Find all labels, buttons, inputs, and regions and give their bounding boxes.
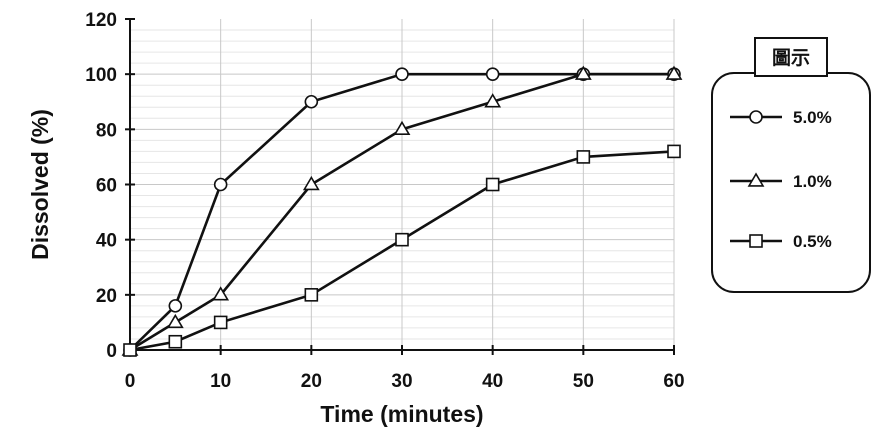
- y-tick-label: 80: [96, 120, 117, 141]
- x-axis-title: Time (minutes): [320, 401, 483, 427]
- data-point-square: [304, 288, 319, 302]
- data-point-triangle: [393, 120, 411, 136]
- x-tick-label: 0: [125, 371, 136, 392]
- data-point-triangle: [166, 313, 184, 329]
- x-tick-label: 40: [482, 371, 503, 392]
- legend-marker-triangle: [747, 172, 765, 187]
- y-tick-label: 40: [96, 231, 117, 252]
- data-point-triangle: [302, 175, 320, 191]
- series-line: [129, 72, 674, 352]
- data-point-square: [667, 144, 681, 159]
- data-point-square: [576, 150, 591, 164]
- legend-marker-circle: [749, 110, 763, 124]
- legend-box: [711, 72, 871, 293]
- legend-entry-label: 5.0%: [793, 108, 832, 127]
- legend-title: 圖示: [772, 47, 810, 69]
- data-point-circle: [395, 67, 409, 81]
- legend-marker-square: [749, 234, 763, 248]
- y-tick-label: 0: [106, 341, 117, 362]
- series-line: [129, 150, 675, 352]
- data-point-square: [485, 177, 500, 192]
- x-tick-label: 60: [663, 371, 684, 392]
- x-tick-label: 20: [301, 371, 322, 392]
- x-tick-label: 30: [391, 371, 412, 392]
- data-point-square: [168, 334, 183, 349]
- data-point-square: [395, 232, 409, 247]
- data-point-triangle: [484, 93, 502, 108]
- tick-labels: 0 20 40 60 80 100 120 0 10 20 30 40 50 60: [85, 10, 684, 392]
- x-tick-label: 50: [573, 371, 594, 392]
- data-point-triangle: [665, 65, 683, 80]
- data-point-circle: [485, 67, 500, 81]
- data-point-circle: [213, 177, 228, 192]
- x-tick-label: 10: [210, 371, 231, 392]
- legend: 圖示 5.0% 1.0% 0.5%: [711, 37, 871, 293]
- y-tick-label: 100: [85, 65, 117, 86]
- data-point-triangle: [212, 286, 230, 301]
- y-axis-title: Dissolved (%): [27, 109, 53, 260]
- y-tick-label: 120: [85, 10, 117, 31]
- series-line: [129, 72, 674, 351]
- series-lines: [121, 65, 683, 357]
- legend-title-box: [754, 37, 828, 77]
- data-point-square: [213, 315, 228, 330]
- y-tick-label: 20: [96, 286, 117, 307]
- data-point-circle: [168, 299, 183, 313]
- data-point-circle: [304, 94, 319, 109]
- legend-entry-label: 1.0%: [793, 172, 832, 191]
- legend-entry-label: 0.5%: [793, 232, 832, 251]
- y-tick-label: 60: [96, 176, 117, 197]
- data-point-square: [123, 343, 137, 357]
- data-point-triangle: [574, 65, 592, 80]
